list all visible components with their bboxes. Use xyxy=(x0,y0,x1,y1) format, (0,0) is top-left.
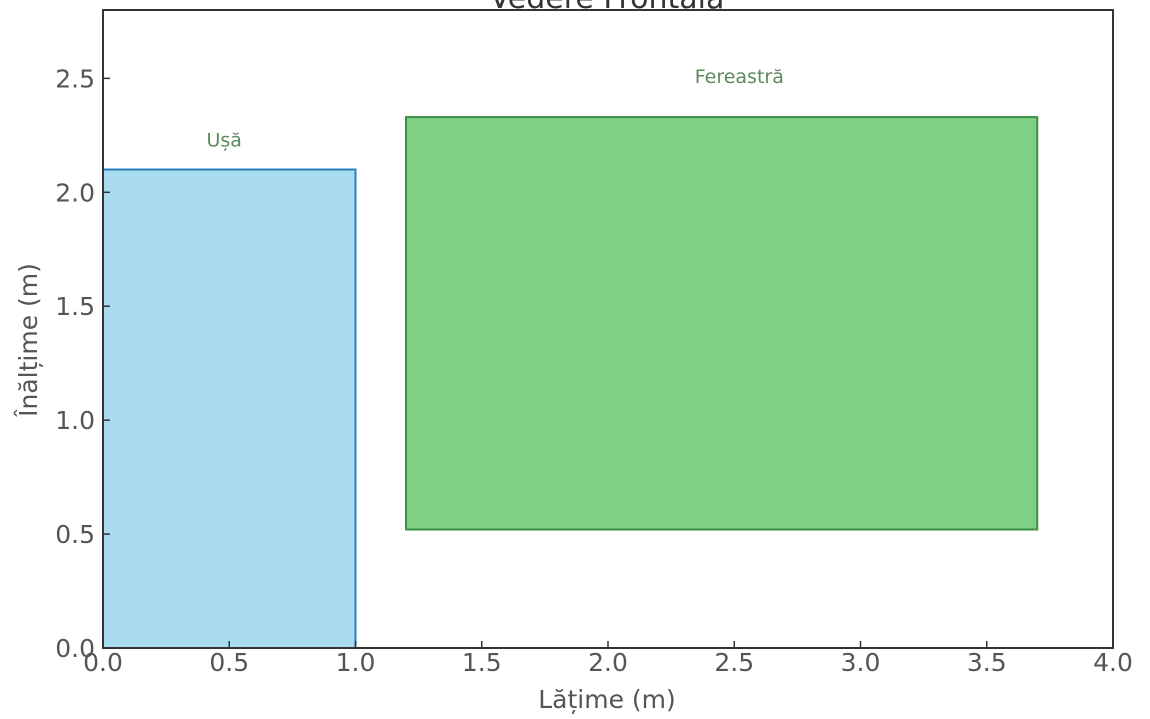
y-axis-label: Înălțime (m) xyxy=(14,263,43,418)
y-tick-label: 1.5 xyxy=(55,292,95,321)
y-tick-label: 2.5 xyxy=(55,64,95,93)
x-tick-label: 4.0 xyxy=(1093,648,1133,677)
y-tick-label: 2.0 xyxy=(55,178,95,207)
x-tick-label: 0.0 xyxy=(83,648,123,677)
x-tick-label: 3.5 xyxy=(967,648,1007,677)
y-tick-label: 0.5 xyxy=(55,520,95,549)
x-tick-label: 1.5 xyxy=(462,648,502,677)
x-tick-label: 2.0 xyxy=(588,648,628,677)
x-tick-label: 2.5 xyxy=(714,648,754,677)
shape-rect-1 xyxy=(405,116,1039,531)
x-axis-label: Lățime (m) xyxy=(538,685,676,714)
shape-label-0: Ușă xyxy=(206,130,241,152)
chart-title: Vedere Frontală xyxy=(490,0,725,16)
x-tick-label: 1.0 xyxy=(336,648,376,677)
shapes-layer xyxy=(102,116,1039,649)
shape-rect-0 xyxy=(102,168,357,649)
x-ticks: 0.0 0.5 1.0 1.5 2.0 2.5 3.0 3.5 4.0 xyxy=(83,641,1133,677)
x-tick-label: 3.0 xyxy=(841,648,881,677)
y-tick-label: 0.0 xyxy=(55,634,95,663)
x-tick-label: 0.5 xyxy=(209,648,249,677)
shape-label-1: Fereastră xyxy=(695,66,784,88)
y-tick-label: 1.0 xyxy=(55,406,95,435)
annotation-layer: Ușă Fereastră xyxy=(206,66,783,152)
y-ticks: 0.0 0.5 1.0 1.5 2.0 2.5 xyxy=(55,64,110,663)
